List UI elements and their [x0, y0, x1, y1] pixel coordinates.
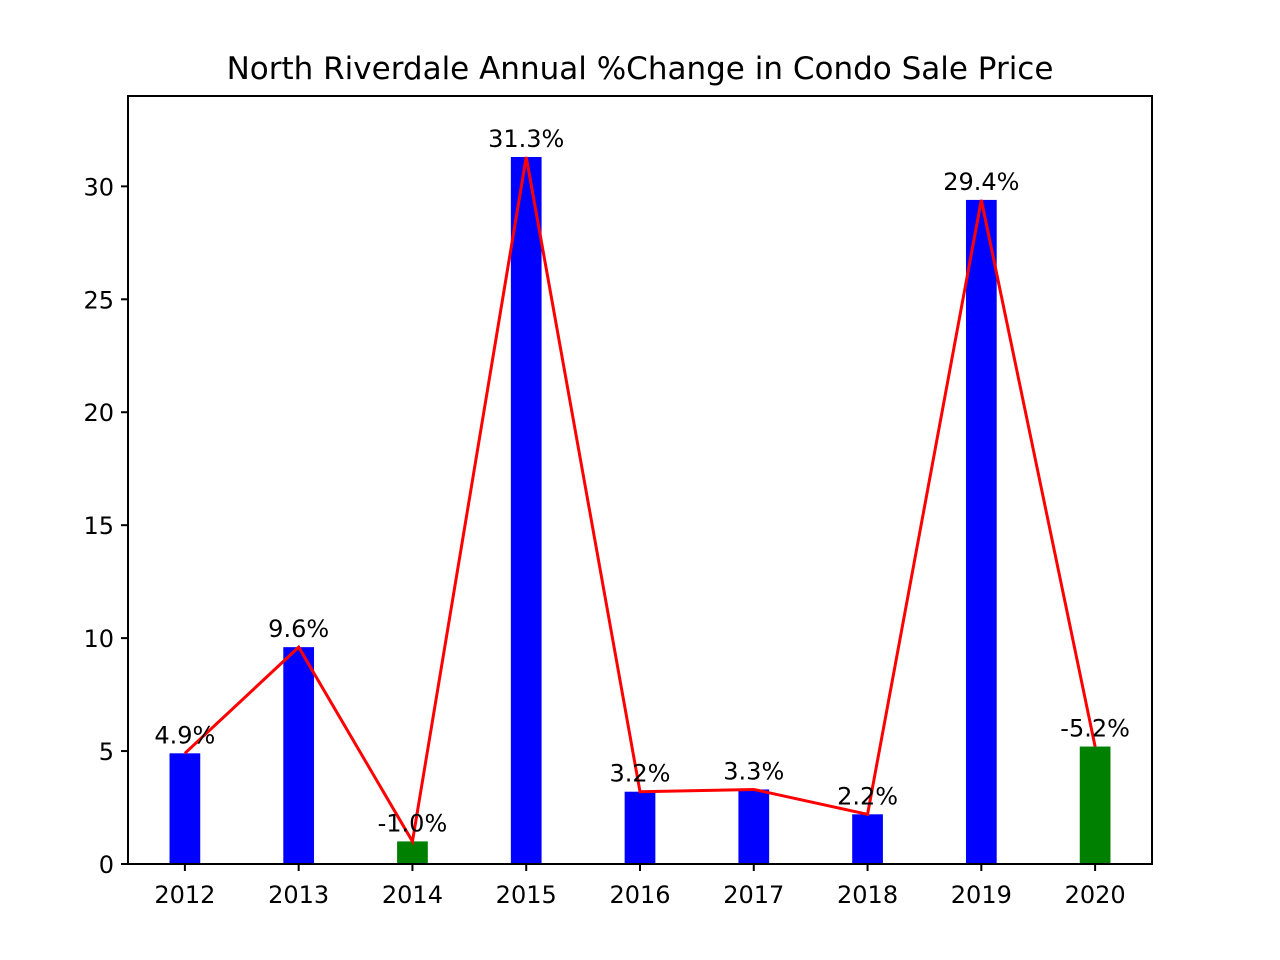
- x-tick-label-2017: 2017: [723, 881, 784, 909]
- bar-2017: [738, 789, 770, 864]
- bar-2015: [510, 156, 542, 865]
- data-label-2020: -5.2%: [1060, 715, 1130, 743]
- y-tick-label: 20: [83, 399, 114, 427]
- x-tick-label-2016: 2016: [609, 881, 670, 909]
- y-tick-label: 10: [83, 625, 114, 653]
- bar-2012: [169, 753, 201, 864]
- data-label-2018: 2.2%: [837, 782, 898, 810]
- data-label-2019: 29.4%: [943, 168, 1019, 196]
- y-tick-label: 0: [99, 851, 114, 879]
- x-tick-label-2013: 2013: [268, 881, 329, 909]
- x-tick-label-2015: 2015: [496, 881, 557, 909]
- bar-2018: [852, 814, 883, 864]
- x-tick-label-2019: 2019: [951, 881, 1012, 909]
- data-label-2016: 3.2%: [610, 760, 671, 788]
- data-label-2013: 9.6%: [268, 615, 329, 643]
- y-tick-label: 30: [83, 173, 114, 201]
- y-tick-label: 15: [83, 512, 114, 540]
- bar-group: [169, 156, 1111, 865]
- data-label-2014: -1.0%: [378, 809, 448, 837]
- x-tick-label-2012: 2012: [154, 881, 215, 909]
- y-axis: 0 5 10 15 20 25 30: [83, 173, 128, 879]
- bar-2019: [965, 199, 997, 864]
- x-tick-label-2020: 2020: [1065, 881, 1126, 909]
- plot-frame: [127, 95, 1153, 865]
- bar-2014: [397, 841, 428, 864]
- x-tick-label-2018: 2018: [837, 881, 898, 909]
- data-label-2015: 31.3%: [488, 125, 564, 153]
- x-tick-label-2014: 2014: [382, 881, 443, 909]
- bar-2013: [283, 647, 315, 864]
- trend-line-group: [183, 156, 1097, 846]
- data-label-2017: 3.3%: [723, 757, 784, 785]
- data-label-group: 4.9% 9.6% -1.0% 31.3% 3.2% 3.3% 2.2% 29.4% -5.2%: [154, 125, 1130, 837]
- y-tick-label: 5: [99, 738, 114, 766]
- data-label-2012: 4.9%: [154, 721, 215, 749]
- trend-line: [183, 156, 1097, 846]
- x-axis: 2012 2013 2014 2015 2016 2017 2018 2019 2020: [154, 864, 1126, 909]
- bar-2020: [1079, 746, 1111, 864]
- chart-title: North Riverdale Annual %Change in Condo …: [227, 51, 1054, 87]
- bar-2016: [624, 791, 656, 864]
- y-tick-label: 25: [83, 286, 114, 314]
